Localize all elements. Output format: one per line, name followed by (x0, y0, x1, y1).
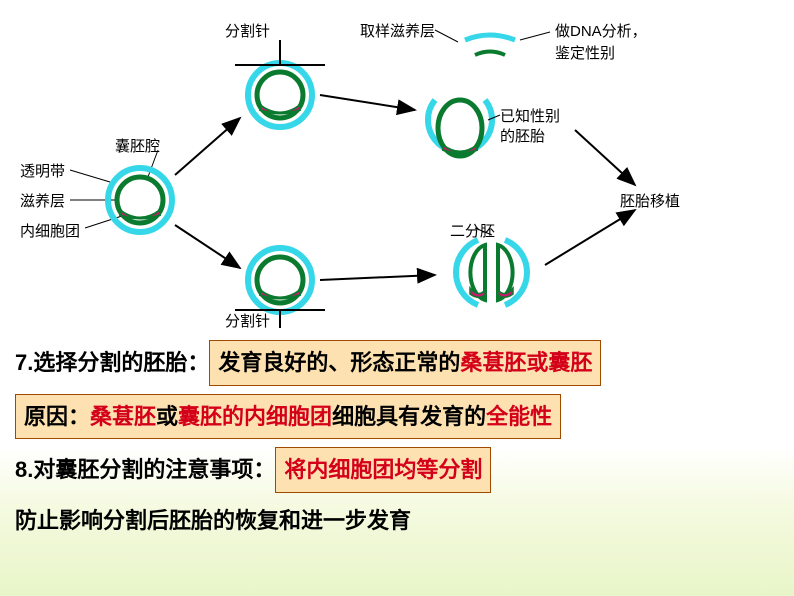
reason-red3: 全能性 (486, 404, 552, 429)
line9-text: 防止影响分割后胚胎的恢复和进一步发育 (15, 508, 411, 533)
reason-red2: 囊胚的内细胞团 (178, 404, 332, 429)
reason-prefix: 原因： (24, 404, 90, 429)
line8-prefix: 8.对囊胚分割的注意事项： (15, 457, 275, 482)
text-area: 7.选择分割的胚胎：发育良好的、形态正常的桑葚胚或囊胚 原因：桑葚胚或囊胚的内细… (15, 340, 794, 548)
line8-box: 将内细胞团均等分割 (275, 447, 491, 493)
line7-box-red: 桑葚胚或囊胚 (460, 350, 592, 375)
reason-box: 原因：桑葚胚或囊胚的内细胞团细胞具有发育的全能性 (15, 394, 561, 440)
reason-black2: 细胞具有发育的 (332, 404, 486, 429)
reason-line: 原因：桑葚胚或囊胚的内细胞团细胞具有发育的全能性 (15, 394, 794, 440)
line7-prefix: 7.选择分割的胚胎： (15, 350, 209, 375)
line-8: 8.对囊胚分割的注意事项：将内细胞团均等分割 (15, 447, 794, 493)
reason-red1: 桑葚胚 (90, 404, 156, 429)
diagram-svg (20, 10, 780, 330)
line7-box: 发育良好的、形态正常的桑葚胚或囊胚 (209, 340, 601, 386)
reason-black1: 或 (156, 404, 178, 429)
line-9: 防止影响分割后胚胎的恢复和进一步发育 (15, 501, 794, 541)
diagram-area: 透明带 滋养层 内细胞团 囊胚腔 分割针 分割针 取样滋养层 做DNA分析， 鉴… (20, 10, 780, 330)
line7-box-black: 发育良好的、形态正常的 (218, 350, 460, 375)
line-7: 7.选择分割的胚胎：发育良好的、形态正常的桑葚胚或囊胚 (15, 340, 794, 386)
